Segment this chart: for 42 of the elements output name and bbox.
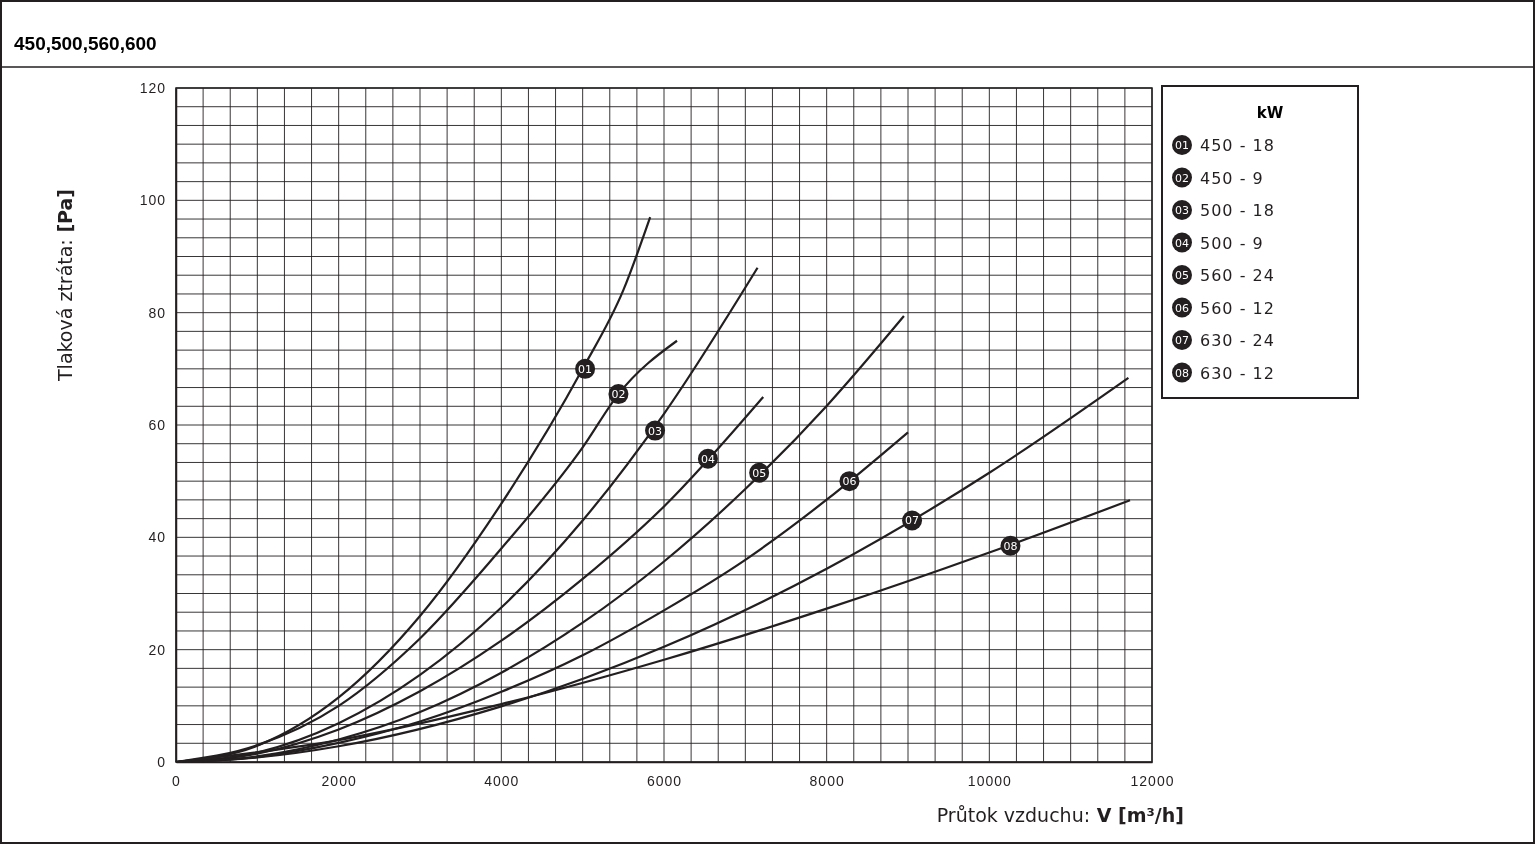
x-tick-label: 0	[172, 772, 181, 789]
legend-label: 560 - 24	[1200, 266, 1275, 285]
text: 03	[1175, 204, 1189, 217]
y-tick-label: 60	[148, 416, 166, 433]
legend-label: 560 - 12	[1200, 298, 1275, 318]
annotation: 06	[842, 475, 857, 489]
x-tick-label: 4000	[484, 772, 520, 789]
y-tick-label: 80	[148, 304, 166, 321]
legend-label: 500 - 9	[1200, 233, 1264, 253]
legend-label: 630 - 24	[1200, 331, 1275, 350]
x-tick-label: 12000	[1130, 772, 1175, 789]
y-tick-label: 100	[139, 192, 166, 209]
legend-title: kW	[1256, 104, 1284, 122]
text: 02	[1175, 171, 1189, 185]
x-tick-label: 2000	[321, 772, 357, 789]
chart-title: 450,500,560,600	[14, 33, 157, 54]
annotation: 07	[905, 514, 920, 528]
y-tick-label: 0	[157, 753, 166, 770]
legend-label: 450 - 18	[1200, 136, 1275, 155]
y-tick-label: 20	[148, 641, 166, 658]
legend-label: 450 - 9	[1200, 168, 1264, 188]
annotation: 01	[578, 362, 593, 376]
text: 08	[1175, 366, 1189, 380]
x-tick-label: 6000	[646, 772, 683, 789]
annotation: 08	[1003, 539, 1018, 553]
annotation: 05	[752, 466, 767, 480]
text: 06	[1175, 301, 1189, 315]
x-tick-label: 10000	[967, 772, 1012, 789]
legend-label: 630 - 12	[1200, 363, 1275, 383]
annotation: 03	[648, 424, 663, 438]
annotation: 04	[700, 452, 715, 466]
annotation: 02	[611, 388, 626, 402]
y-tick-label: 40	[148, 529, 166, 546]
legend-label: 500 - 18	[1200, 201, 1275, 220]
text: 04	[1175, 236, 1189, 250]
x-tick-label: 8000	[809, 772, 845, 789]
x-axis-title: Průtok vzduchu: V [m³/h]	[936, 804, 1184, 826]
text: 07	[1175, 334, 1189, 347]
y-axis-title: Tlaková ztráta: [Pa]	[54, 189, 76, 382]
text: 05	[1175, 269, 1189, 282]
y-tick-label: 120	[139, 79, 166, 96]
text: 01	[1175, 139, 1189, 152]
